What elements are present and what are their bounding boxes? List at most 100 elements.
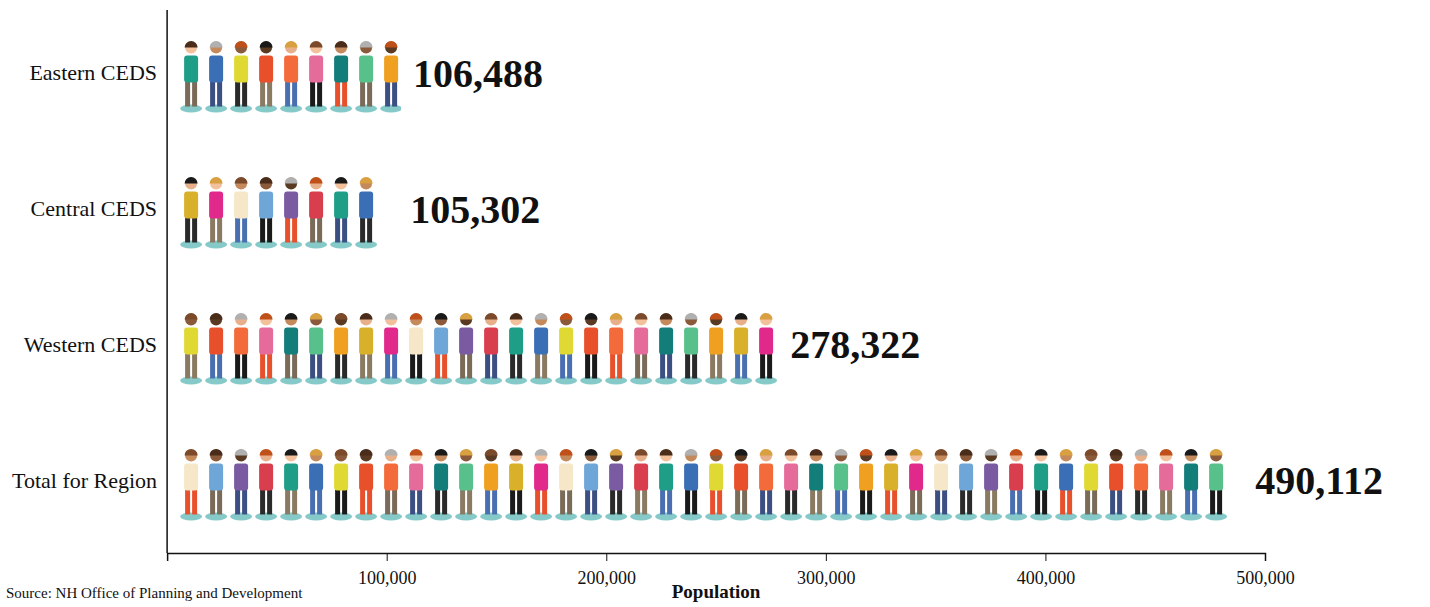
- icon-head: [410, 449, 422, 461]
- icon-leg: [735, 488, 740, 514]
- icon-hair: [435, 313, 448, 320]
- x-tick-label: 200,000: [578, 568, 637, 588]
- icon-base: [805, 512, 827, 520]
- icon-base: [305, 241, 327, 249]
- icon-hair: [685, 313, 698, 320]
- category-label: Eastern CEDS: [29, 60, 157, 85]
- plot-area: [167, 35, 1243, 520]
- person-icon: [380, 313, 402, 385]
- icon-hair: [260, 41, 273, 47]
- icon-head: [385, 313, 397, 325]
- icon-hair: [485, 449, 498, 455]
- x-tick-mark: [826, 553, 827, 561]
- icon-body: [409, 327, 423, 354]
- icon-base: [205, 376, 227, 384]
- icon-body: [384, 463, 398, 490]
- icon-leg: [192, 217, 197, 243]
- icon-body: [384, 327, 398, 354]
- person-icon: [755, 313, 777, 385]
- icon-leg: [785, 488, 790, 514]
- x-tick: 100,000: [358, 553, 417, 588]
- icon-leg: [535, 352, 540, 378]
- icon-head: [235, 178, 247, 190]
- icon-head: [610, 449, 622, 461]
- icon-head: [710, 449, 722, 461]
- icon-leg: [267, 217, 272, 243]
- icon-head: [360, 313, 372, 325]
- icon-hair: [510, 313, 523, 320]
- icon-hair: [1085, 449, 1098, 455]
- icon-head: [260, 178, 272, 190]
- bar-extent: [167, 307, 778, 382]
- icon-body: [209, 56, 223, 83]
- x-tick-label: 300,000: [797, 568, 856, 588]
- bar-extent: [167, 35, 401, 110]
- icon-leg: [342, 488, 347, 514]
- icon-head: [760, 449, 772, 461]
- x-tick-label: 100,000: [358, 568, 417, 588]
- person-icon: [280, 313, 302, 385]
- icon-body: [609, 463, 623, 490]
- icon-leg: [667, 488, 672, 514]
- icon-head: [860, 449, 872, 461]
- person-icon: [630, 449, 652, 521]
- person-icon: [230, 313, 252, 385]
- person-icon: [605, 313, 627, 385]
- x-tick-mark: [1045, 553, 1046, 561]
- person-icon: [305, 41, 327, 113]
- icon-leg: [317, 352, 322, 378]
- icon-hair: [710, 313, 723, 320]
- icon-base: [255, 241, 277, 249]
- icon-hair: [510, 449, 523, 455]
- icon-body: [259, 327, 273, 354]
- person-icon: [180, 449, 202, 521]
- icon-hair: [785, 449, 798, 455]
- icon-hair: [385, 449, 398, 455]
- icon-body: [484, 327, 498, 354]
- icon-base: [305, 376, 327, 384]
- icon-head: [535, 313, 547, 325]
- icon-head: [510, 313, 522, 325]
- icon-hair: [710, 449, 723, 455]
- person-icon: [555, 313, 577, 385]
- bar: [167, 35, 401, 113]
- person-icon: [1130, 449, 1152, 521]
- icon-leg: [960, 488, 965, 514]
- icon-hair: [360, 41, 373, 47]
- person-icon: [805, 449, 827, 521]
- icon-leg: [760, 352, 765, 378]
- icon-body: [734, 463, 748, 490]
- y-tick: Western CEDS: [24, 332, 167, 357]
- icon-base: [280, 105, 302, 113]
- icon-leg: [292, 488, 297, 514]
- icon-head: [260, 449, 272, 461]
- icon-leg: [735, 352, 740, 378]
- icon-base: [430, 376, 452, 384]
- bar: [167, 443, 1243, 521]
- icon-leg: [717, 488, 722, 514]
- icon-leg: [585, 488, 590, 514]
- icon-head: [185, 449, 197, 461]
- icon-base: [480, 512, 502, 520]
- icon-body: [409, 463, 423, 490]
- icon-hair: [285, 41, 298, 47]
- icon-leg: [1167, 488, 1172, 514]
- icon-leg: [635, 488, 640, 514]
- icon-leg: [1185, 488, 1190, 514]
- person-icon: [205, 177, 227, 248]
- person-icon: [205, 313, 227, 385]
- icon-hair: [285, 313, 298, 320]
- icon-leg: [417, 352, 422, 378]
- icon-leg: [1160, 488, 1165, 514]
- icon-head: [1010, 449, 1022, 461]
- icon-hair: [960, 449, 973, 455]
- icon-hair: [335, 177, 348, 183]
- icon-leg: [1142, 488, 1147, 514]
- icon-base: [855, 512, 877, 520]
- icon-leg: [210, 217, 215, 243]
- icon-hair: [210, 449, 223, 455]
- icon-base: [230, 512, 252, 520]
- x-tick-label: 500,000: [1236, 568, 1295, 588]
- x-tick: 200,000: [578, 553, 637, 588]
- icon-leg: [267, 81, 272, 107]
